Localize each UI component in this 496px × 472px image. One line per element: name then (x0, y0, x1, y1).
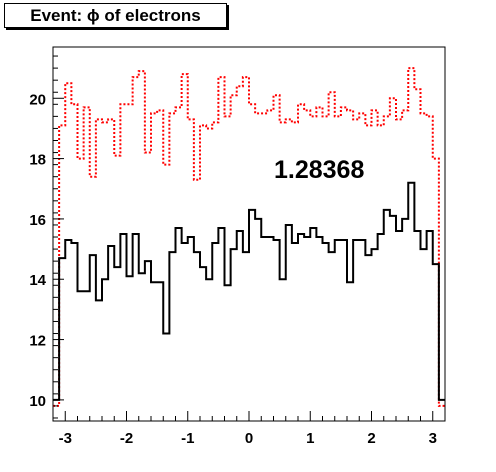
x-tick-label: 1 (306, 430, 314, 447)
series-black-solid-line (53, 181, 445, 401)
x-tick-label: -3 (59, 430, 72, 447)
annotation-value: 1.28368 (274, 156, 364, 184)
y-tick-label: 16 (29, 212, 46, 229)
y-tick-label: 14 (29, 272, 46, 289)
x-tick-label: 0 (245, 430, 253, 447)
y-tick-label: 10 (29, 393, 46, 410)
y-tick-label: 12 (29, 333, 46, 350)
series-red-dotted-line (53, 67, 445, 407)
y-tick-label: 18 (29, 152, 46, 169)
chart-title: Event: ϕ of electrons (4, 3, 227, 28)
y-tick-label: 20 (29, 91, 46, 108)
x-tick-label: -2 (120, 430, 133, 447)
x-tick-label: 3 (429, 430, 437, 447)
x-tick-label: 2 (367, 430, 375, 447)
x-tick-label: -1 (181, 430, 194, 447)
series-layer (53, 67, 445, 407)
